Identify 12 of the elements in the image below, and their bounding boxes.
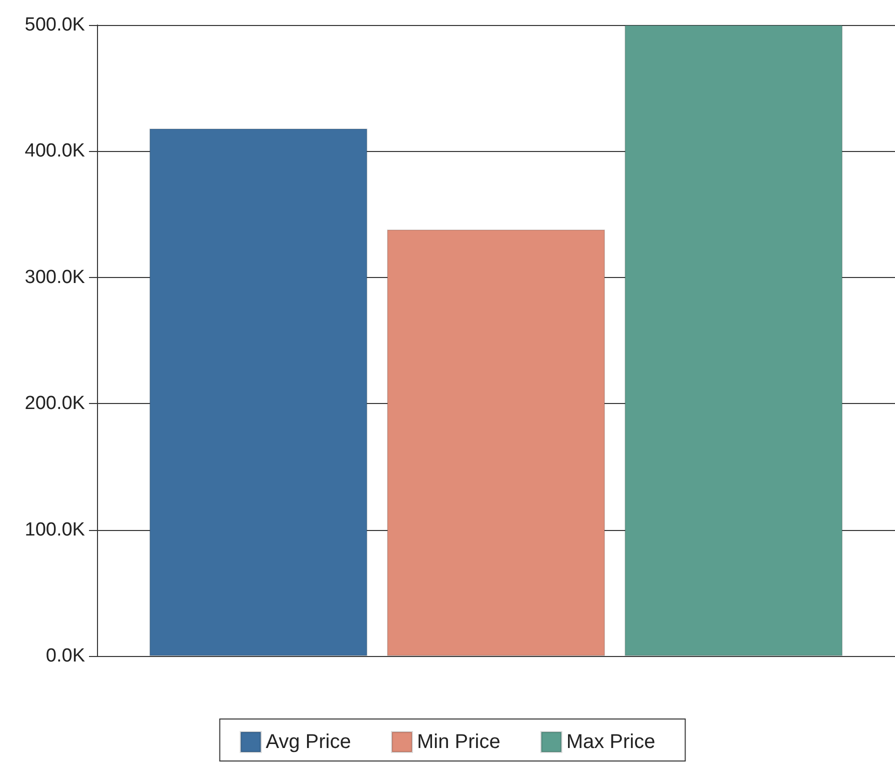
y-tick-label: 300.0K xyxy=(24,266,86,288)
bar xyxy=(149,128,368,656)
y-tick-label: 500.0K xyxy=(24,14,86,36)
bar xyxy=(624,25,843,656)
y-tick-label: 100.0K xyxy=(24,519,86,540)
legend-label: Avg Price xyxy=(266,731,351,753)
y-tick-label: 400.0K xyxy=(24,140,86,162)
legend-label: Max Price xyxy=(566,731,656,753)
legend-label: Min Price xyxy=(416,731,500,753)
y-tick-label: 0.0K xyxy=(46,646,86,666)
y-tick-label: 200.0K xyxy=(24,393,86,414)
bar xyxy=(387,229,605,656)
